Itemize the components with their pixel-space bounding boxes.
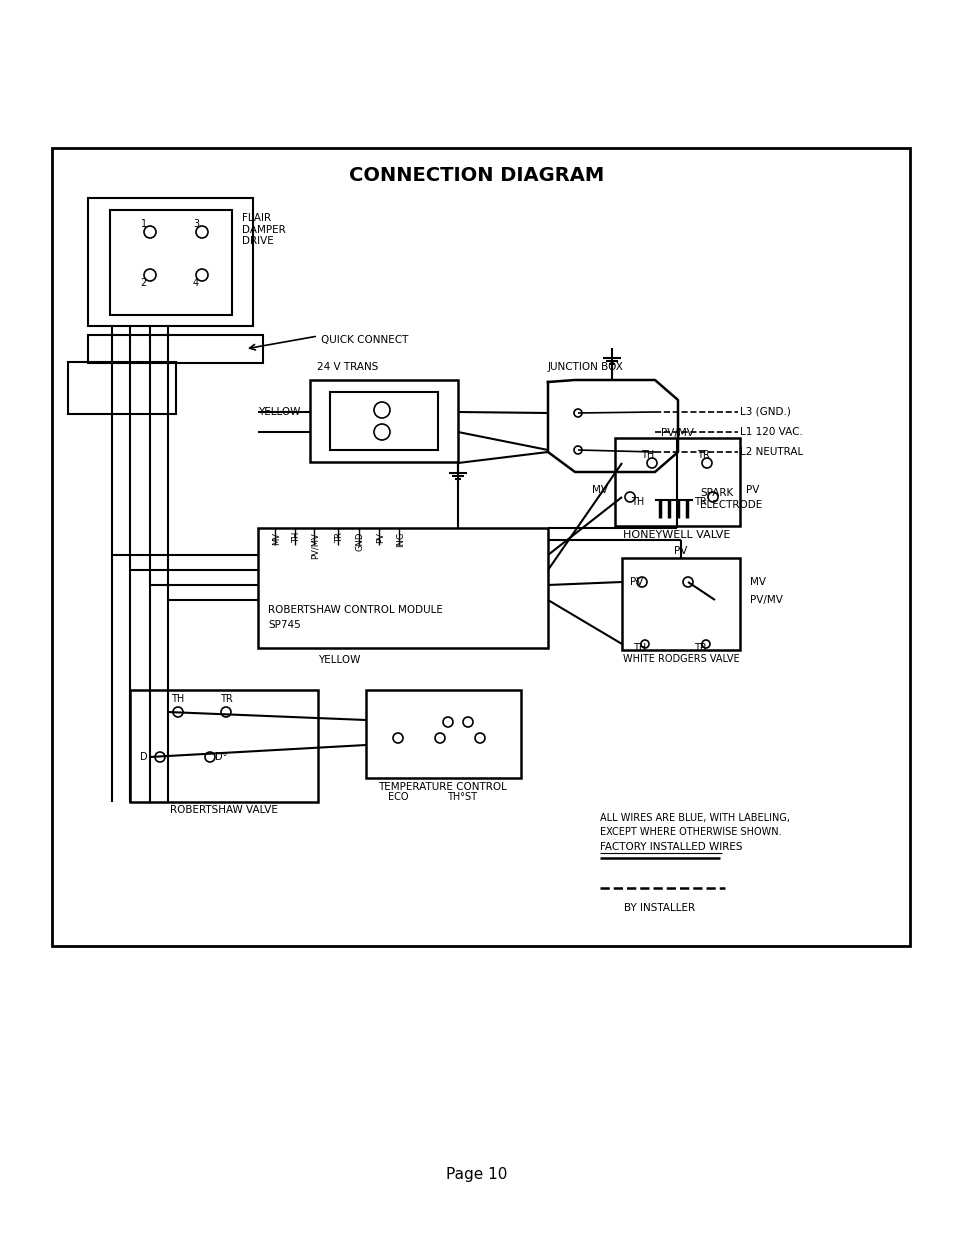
Text: YELLOW: YELLOW bbox=[317, 655, 360, 664]
Bar bbox=[310, 380, 457, 462]
Text: TH: TH bbox=[640, 450, 654, 459]
Text: PV/MV: PV/MV bbox=[749, 595, 782, 605]
Bar bbox=[68, 362, 175, 414]
Bar bbox=[257, 529, 547, 648]
Text: ROBERTSHAW VALVE: ROBERTSHAW VALVE bbox=[170, 805, 277, 815]
Text: 1: 1 bbox=[141, 219, 147, 228]
Text: GND: GND bbox=[355, 532, 365, 551]
Text: L1 120 VAC.: L1 120 VAC. bbox=[740, 427, 802, 437]
Text: D: D bbox=[140, 752, 148, 762]
Text: TH: TH bbox=[631, 496, 644, 508]
Text: PV/MV: PV/MV bbox=[311, 532, 319, 558]
Text: Page 10: Page 10 bbox=[446, 1167, 507, 1182]
Text: L3 (GND.): L3 (GND.) bbox=[740, 408, 790, 417]
Text: QUICK CONNECT: QUICK CONNECT bbox=[320, 335, 408, 345]
Text: WHITE RODGERS VALVE: WHITE RODGERS VALVE bbox=[622, 655, 739, 664]
Text: CONNECTION DIAGRAM: CONNECTION DIAGRAM bbox=[349, 165, 604, 184]
Bar bbox=[130, 690, 317, 802]
Text: PV: PV bbox=[629, 577, 642, 587]
Text: EXCEPT WHERE OTHERWISE SHOWN.: EXCEPT WHERE OTHERWISE SHOWN. bbox=[599, 827, 781, 837]
Text: HONEYWELL VALVE: HONEYWELL VALVE bbox=[622, 530, 730, 540]
Text: PV: PV bbox=[375, 532, 385, 543]
Text: 24 V TRANS: 24 V TRANS bbox=[317, 362, 378, 372]
Text: FLAIR
DAMPER
DRIVE: FLAIR DAMPER DRIVE bbox=[242, 212, 286, 246]
Text: FACTORY INSTALLED WIRES: FACTORY INSTALLED WIRES bbox=[599, 842, 741, 852]
Text: TH: TH bbox=[172, 694, 185, 704]
Text: D°: D° bbox=[214, 752, 227, 762]
Text: TR: TR bbox=[335, 532, 344, 543]
Bar bbox=[366, 690, 520, 778]
Text: MV: MV bbox=[272, 532, 281, 545]
Text: BY INSTALLER: BY INSTALLER bbox=[624, 903, 695, 913]
Text: TH: TH bbox=[292, 532, 301, 543]
Bar bbox=[88, 335, 263, 363]
Text: 3: 3 bbox=[193, 219, 199, 228]
Bar bbox=[615, 438, 740, 526]
Bar bbox=[52, 148, 909, 946]
Text: ROBERTSHAW CONTROL MODULE: ROBERTSHAW CONTROL MODULE bbox=[268, 605, 442, 615]
Bar bbox=[88, 198, 253, 326]
Text: L2 NEUTRAL: L2 NEUTRAL bbox=[740, 447, 802, 457]
Text: ALL WIRES ARE BLUE, WITH LABELING,: ALL WIRES ARE BLUE, WITH LABELING, bbox=[599, 813, 789, 823]
Text: PV: PV bbox=[745, 485, 759, 495]
Text: SP745: SP745 bbox=[268, 620, 300, 630]
Text: PV: PV bbox=[674, 546, 687, 556]
Text: TH: TH bbox=[633, 643, 646, 653]
Bar bbox=[110, 210, 232, 315]
Text: ING: ING bbox=[395, 532, 405, 547]
Text: ECO: ECO bbox=[387, 792, 408, 802]
Text: TH°ST: TH°ST bbox=[447, 792, 476, 802]
Text: JUNCTION BOX: JUNCTION BOX bbox=[547, 362, 623, 372]
Text: 2: 2 bbox=[140, 278, 146, 288]
Bar bbox=[330, 391, 437, 450]
Text: TR: TR bbox=[219, 694, 233, 704]
Bar bbox=[621, 558, 740, 650]
Text: 4: 4 bbox=[193, 278, 199, 288]
Text: SPARK
ELECTRODE: SPARK ELECTRODE bbox=[700, 488, 761, 510]
Text: TR: TR bbox=[696, 450, 709, 459]
Text: TR: TR bbox=[693, 496, 705, 508]
Text: TEMPERATURE CONTROL: TEMPERATURE CONTROL bbox=[378, 782, 507, 792]
Text: PV/MV: PV/MV bbox=[659, 429, 693, 438]
Text: MV: MV bbox=[592, 485, 607, 495]
Text: YELLOW: YELLOW bbox=[257, 408, 300, 417]
Text: TR: TR bbox=[693, 643, 705, 653]
Text: MV: MV bbox=[749, 577, 765, 587]
